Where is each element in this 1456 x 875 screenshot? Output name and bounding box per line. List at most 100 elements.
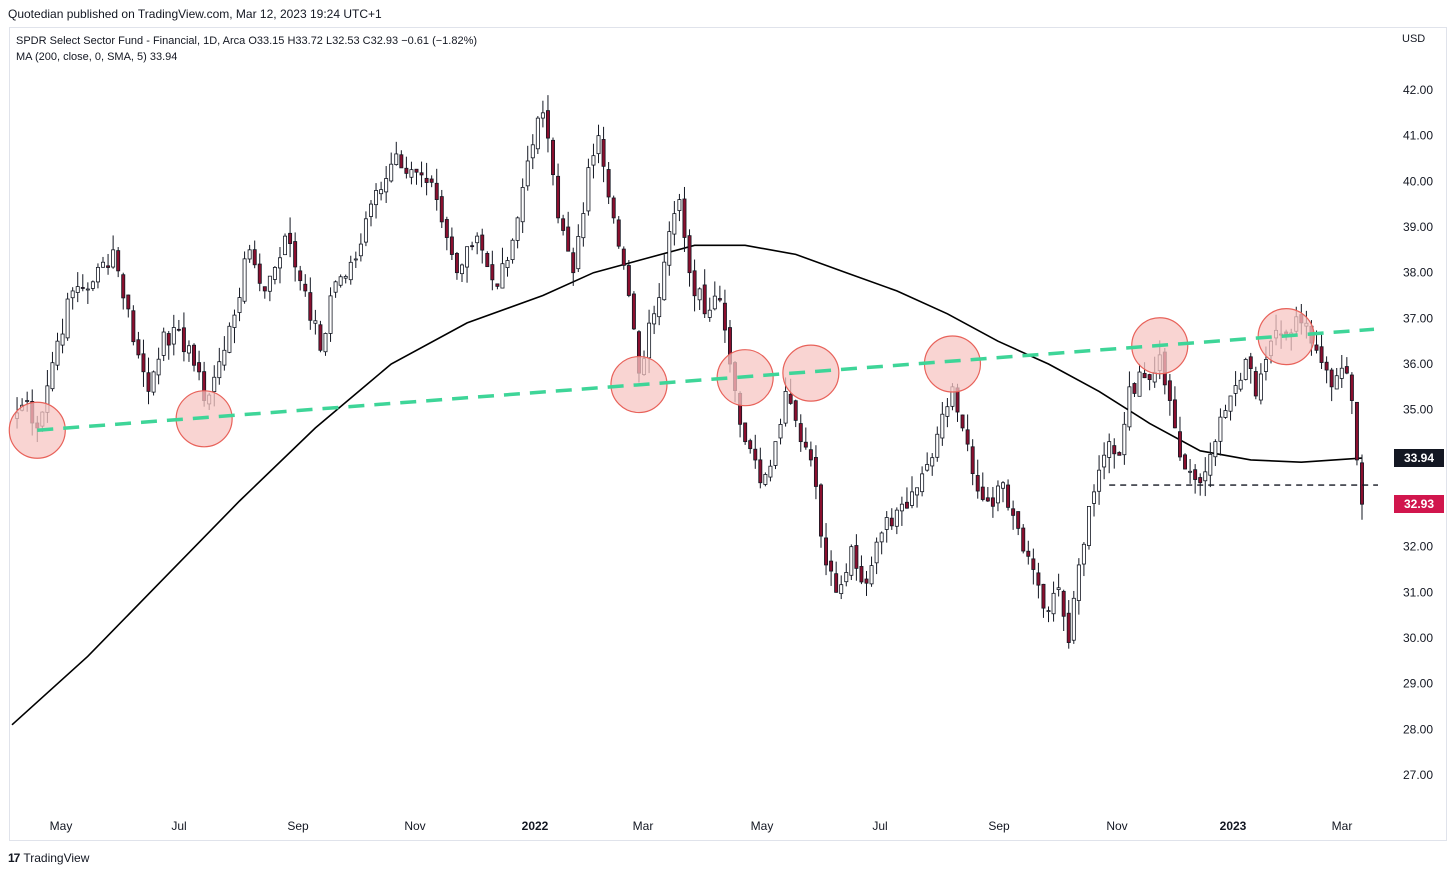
candle-body — [889, 517, 894, 527]
candle-body — [995, 485, 1000, 504]
candle-body — [1198, 477, 1203, 484]
candle-body — [116, 250, 121, 272]
candle-body — [1228, 395, 1233, 412]
candle-body — [242, 258, 247, 302]
candle-body — [439, 196, 444, 223]
candle-body — [1102, 454, 1107, 468]
candle-body — [1137, 371, 1142, 397]
candle-body — [111, 249, 116, 268]
candle-body — [65, 298, 70, 339]
candle-body — [904, 501, 909, 509]
candle-body — [394, 153, 399, 165]
candle-body — [1243, 359, 1248, 380]
candle-body — [1051, 592, 1056, 615]
candle-body — [60, 333, 65, 346]
candle-body — [1056, 587, 1061, 590]
candle-body — [910, 491, 914, 506]
candle-body — [530, 144, 535, 159]
candle-body — [288, 232, 293, 245]
candle-body — [551, 139, 555, 176]
y-tick-label: 28.00 — [1403, 722, 1433, 736]
candle-body — [313, 320, 318, 324]
candle-body — [278, 257, 282, 269]
candle-body — [834, 573, 839, 593]
tradingview-logo-icon: 17 — [8, 851, 20, 865]
x-tick-label: Jul — [872, 819, 887, 833]
candle-body — [1213, 441, 1218, 458]
candle-body — [803, 441, 808, 448]
last-price-badge: 32.93 — [1394, 495, 1444, 514]
candle-body — [788, 393, 793, 404]
ma-indicator-line[interactable]: MA (200, close, 0, SMA, 5) 33.94 — [16, 51, 178, 63]
candle-body — [181, 327, 186, 353]
candle-body — [1172, 399, 1177, 429]
candle-body — [1354, 401, 1359, 461]
tradingview-footer[interactable]: 17 TradingView — [8, 851, 89, 865]
y-tick-label: 37.00 — [1403, 311, 1433, 325]
candle-body — [940, 413, 945, 439]
candle-body — [25, 400, 30, 402]
y-tick-label: 38.00 — [1403, 266, 1433, 280]
candle-body — [687, 235, 692, 274]
x-tick-label: May — [50, 819, 73, 833]
candle-body — [1122, 423, 1127, 456]
candle-body — [434, 182, 439, 201]
candle-body — [470, 245, 475, 248]
candle-body — [1041, 583, 1046, 609]
candle-body — [819, 484, 823, 537]
candle-body — [1021, 527, 1026, 552]
candle-body — [970, 446, 975, 475]
candle-body — [748, 440, 753, 450]
candle-body — [793, 400, 798, 421]
candle-body — [267, 275, 272, 292]
candle-body — [1026, 550, 1031, 557]
y-tick-label: 40.00 — [1403, 174, 1433, 188]
candle-body — [414, 168, 419, 173]
candle-body — [126, 294, 131, 310]
candle-body — [561, 218, 566, 231]
candle-body — [566, 226, 571, 252]
candle-body — [783, 390, 788, 424]
candle-body — [1208, 454, 1213, 476]
candle-body — [915, 487, 920, 496]
candle-body — [1238, 379, 1243, 390]
candle-body — [1132, 383, 1137, 394]
candle-body — [85, 288, 90, 291]
candle-body — [101, 261, 105, 268]
y-tick-label: 41.00 — [1403, 129, 1433, 143]
candle-body — [1092, 491, 1096, 504]
candle-body — [1107, 441, 1112, 458]
candle-body — [798, 423, 803, 443]
candle-body — [465, 246, 470, 268]
candle-body — [581, 213, 586, 239]
candle-body — [176, 328, 181, 331]
candle-body — [323, 333, 328, 353]
y-tick-label: 35.00 — [1403, 403, 1433, 417]
candle-body — [515, 217, 520, 241]
candle-body — [571, 252, 576, 274]
candle-body — [758, 459, 763, 484]
candle-body — [1218, 416, 1223, 442]
candle-body — [717, 298, 722, 301]
candle-body — [1147, 374, 1152, 381]
candle-body — [1127, 386, 1132, 428]
candle-body — [460, 264, 464, 275]
candle-body — [1233, 385, 1238, 394]
candle-body — [1011, 508, 1016, 516]
currency-label[interactable]: USD — [1402, 33, 1426, 45]
candle-body — [1324, 361, 1329, 371]
candle-body — [222, 349, 227, 366]
candle-body — [540, 112, 545, 119]
candle-body — [884, 517, 889, 530]
candle-body — [156, 358, 161, 376]
candle-body — [606, 169, 611, 198]
drawings-layer — [8, 308, 1378, 486]
candle-body — [722, 302, 727, 331]
candle-body — [1258, 373, 1263, 401]
tradingview-brand: TradingView — [23, 851, 90, 865]
chart-legend[interactable]: SPDR Select Sector Fund - Financial, 1D,… — [16, 33, 477, 65]
candle-body — [899, 503, 904, 512]
x-tick-label: 2023 — [1220, 819, 1247, 833]
candle-body — [363, 218, 368, 243]
